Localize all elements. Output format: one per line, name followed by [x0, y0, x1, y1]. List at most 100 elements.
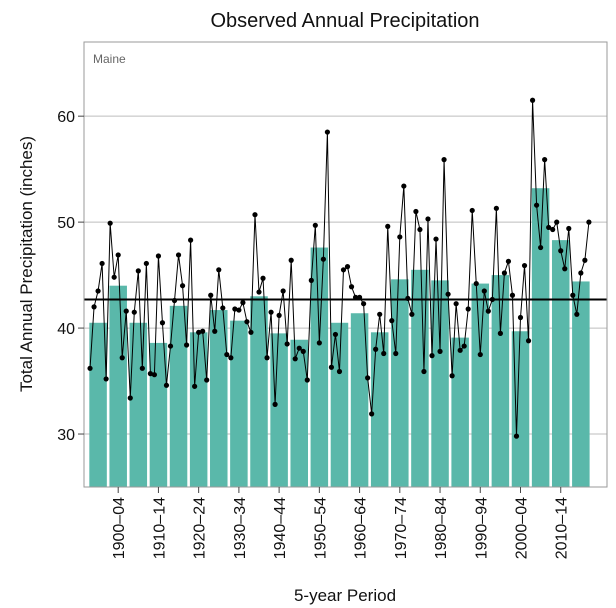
annual-point — [155, 253, 162, 259]
annual-point — [356, 294, 363, 300]
annual-point — [385, 223, 391, 229]
annual-point — [453, 301, 459, 307]
annual-point — [131, 309, 137, 315]
annual-point — [179, 283, 186, 289]
annual-point — [192, 383, 198, 389]
annual-point — [477, 351, 483, 358]
annual-point — [421, 368, 427, 375]
annual-point — [312, 222, 318, 228]
y-tick-label: 50 — [57, 215, 75, 232]
annual-point — [268, 309, 274, 315]
y-axis-title: Total Annual Precipitation (inches) — [17, 136, 36, 392]
period-bar — [89, 322, 107, 487]
annual-point — [473, 280, 479, 287]
annual-point — [300, 348, 306, 354]
annual-point — [517, 314, 524, 321]
annual-point — [167, 343, 174, 349]
annual-point — [509, 292, 516, 298]
annual-point — [183, 342, 190, 348]
period-bar — [109, 285, 127, 487]
annual-point — [429, 353, 435, 359]
annual-point — [570, 292, 576, 298]
annual-point — [437, 348, 443, 354]
x-tick-label: 1970–74 — [393, 497, 410, 559]
period-bar — [290, 339, 308, 487]
annual-point — [316, 340, 322, 346]
x-tick-label: 1930–34 — [232, 497, 249, 559]
annual-point — [260, 275, 266, 281]
x-tick-label: 1900–04 — [111, 497, 128, 559]
x-tick-label: 1910–14 — [151, 497, 168, 559]
annual-point — [433, 236, 439, 242]
annual-point — [417, 226, 423, 233]
annual-point — [139, 365, 145, 371]
annual-point — [200, 328, 206, 334]
annual-point — [348, 284, 355, 290]
annual-point — [123, 308, 129, 314]
x-tick-label: 1920–24 — [192, 497, 209, 559]
x-tick-label: 2000–04 — [514, 497, 531, 559]
annual-point — [525, 338, 532, 344]
annual-point — [344, 264, 351, 270]
annual-point — [425, 216, 431, 222]
period-bar — [250, 296, 268, 487]
annual-point — [216, 267, 222, 273]
annual-point — [284, 341, 290, 347]
annual-point — [381, 350, 387, 357]
x-tick-label: 1990–94 — [473, 497, 490, 559]
annual-point — [397, 234, 403, 240]
annual-point — [308, 277, 314, 283]
period-bar — [270, 333, 288, 487]
annual-point — [292, 356, 298, 362]
period-bar — [149, 342, 168, 487]
annual-point — [554, 219, 560, 225]
annual-point — [288, 257, 294, 263]
period-bar — [391, 279, 409, 487]
annual-point — [393, 350, 399, 357]
panel-label: Maine — [93, 52, 126, 66]
annual-point — [196, 329, 202, 335]
annual-point — [115, 252, 121, 258]
annual-point — [542, 157, 548, 163]
annual-point — [332, 331, 339, 338]
annual-point — [582, 257, 588, 263]
period-bar — [531, 188, 550, 487]
x-axis-title: 5-year Period — [294, 586, 396, 605]
annual-point — [296, 345, 302, 351]
period-bar — [230, 320, 248, 487]
y-tick-label: 30 — [57, 427, 75, 444]
annual-point — [188, 237, 194, 243]
annual-point — [220, 305, 226, 311]
y-axis-ticks: 30 40 50 60 — [57, 109, 84, 444]
annual-point — [505, 258, 512, 264]
annual-point — [413, 208, 419, 215]
annual-point — [361, 301, 367, 307]
annual-point — [441, 157, 447, 163]
annual-point — [127, 395, 133, 401]
period-bar — [511, 331, 530, 487]
x-tick-label: 1950–54 — [312, 497, 329, 559]
annual-point — [147, 371, 153, 377]
annual-point — [558, 248, 564, 254]
annual-point — [171, 297, 178, 304]
annual-point — [264, 355, 270, 361]
annual-point — [405, 295, 411, 302]
annual-point — [409, 311, 415, 317]
period-bar — [491, 275, 510, 487]
period-bar — [411, 269, 429, 487]
annual-point — [280, 288, 286, 294]
x-tick-label: 1980–84 — [433, 497, 450, 559]
annual-point — [256, 289, 262, 295]
annual-point — [336, 368, 343, 375]
annual-point — [111, 274, 117, 280]
annual-point — [521, 262, 528, 269]
period-bar — [169, 305, 188, 487]
annual-point — [377, 311, 383, 317]
period-bar — [370, 332, 389, 487]
annual-point — [252, 212, 258, 218]
annual-point — [501, 270, 508, 276]
x-axis-ticks: 1900–04 1910–14 1920–24 1930–34 1940–44 1950–… — [111, 487, 571, 559]
annual-point — [365, 375, 371, 381]
annual-point — [481, 288, 487, 294]
